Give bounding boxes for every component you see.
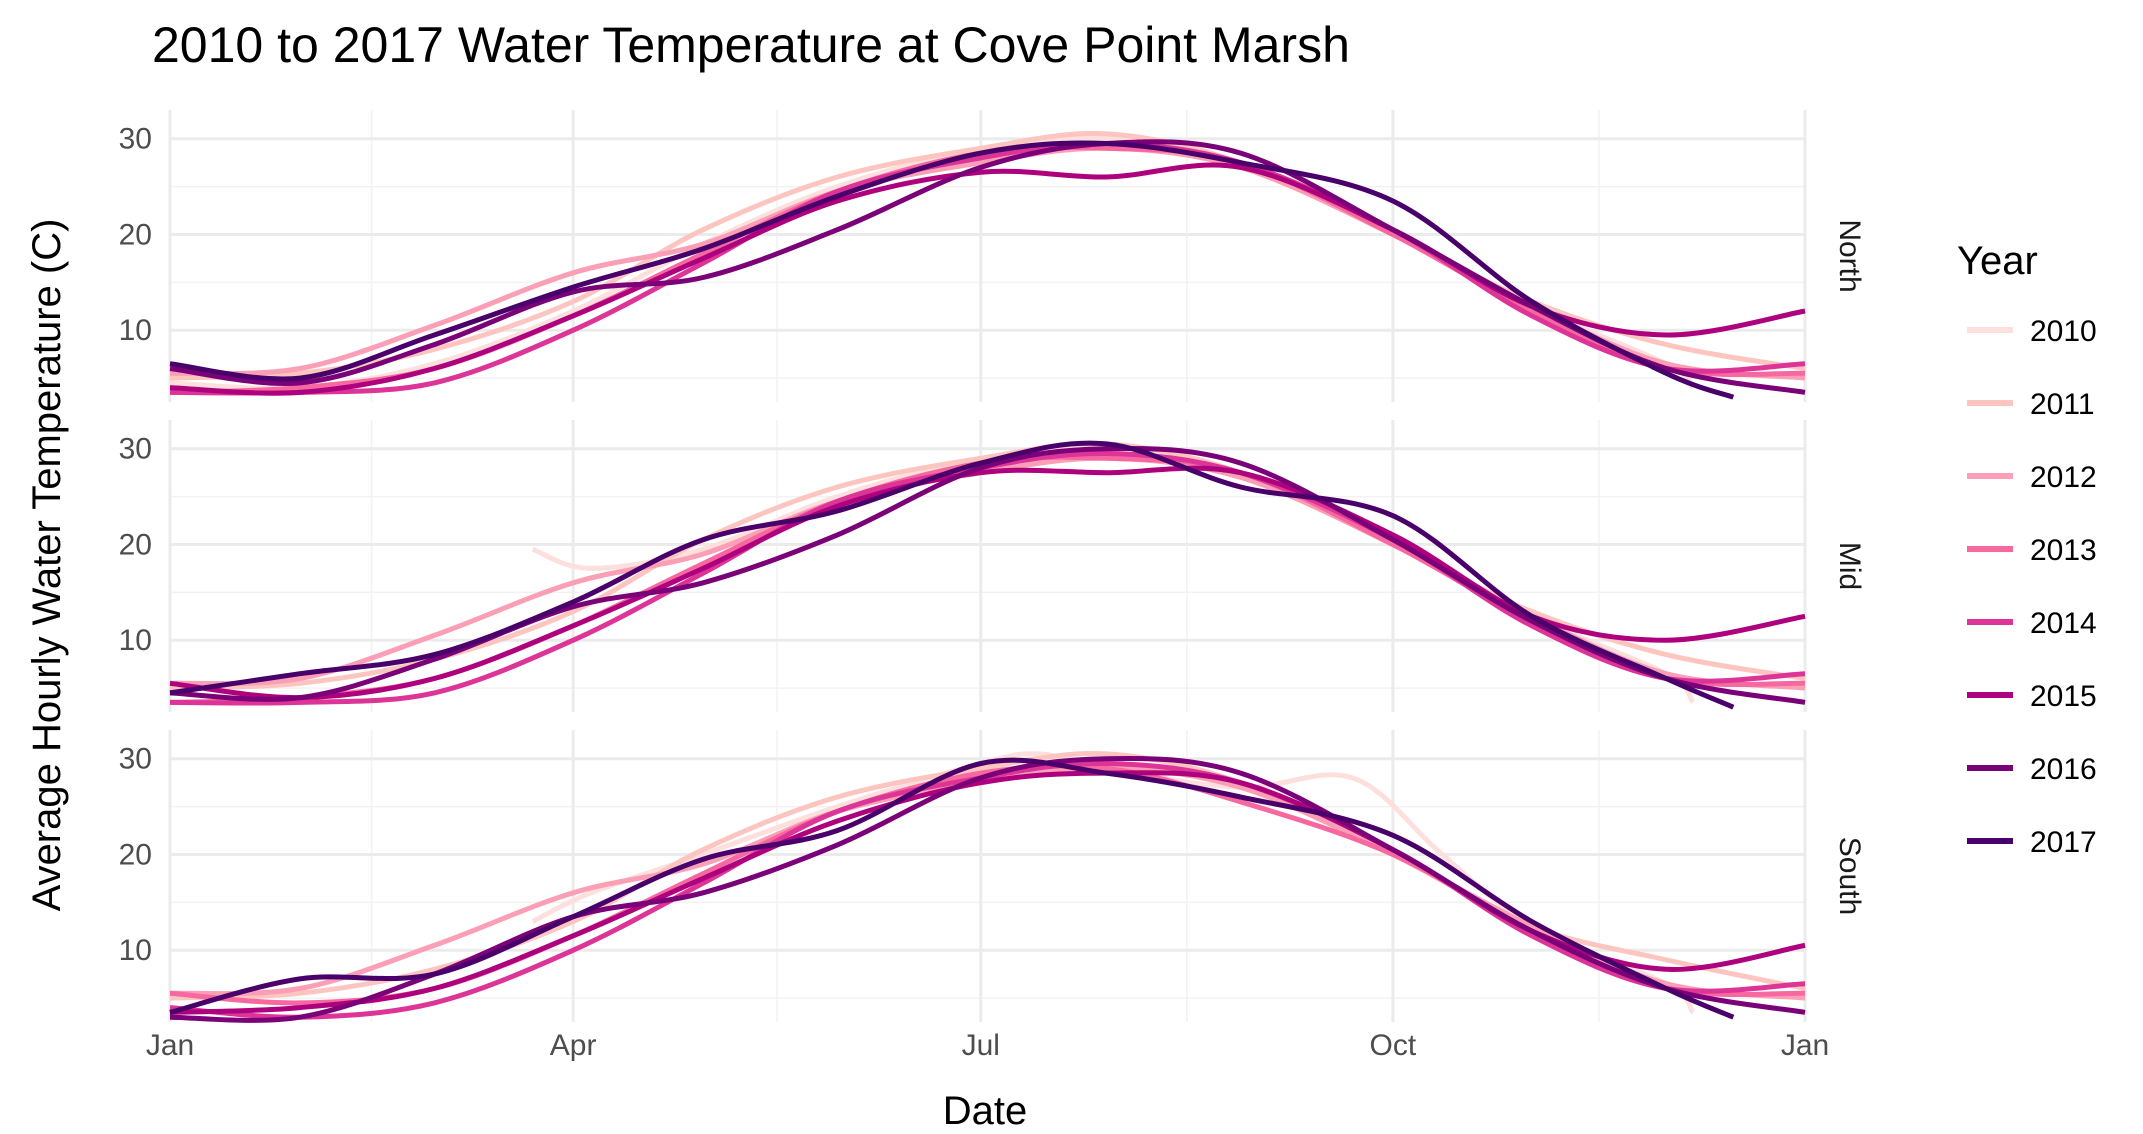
series-line-north-2015	[169, 162, 1806, 396]
series-line-north-2010	[169, 135, 1695, 391]
y-tick-label: 30	[119, 433, 152, 466]
panel-south: 10 20 30 South	[119, 730, 1866, 1023]
x-axis: Jan Apr Jul Oct Jan	[146, 1029, 1829, 1062]
legend-item-2011: 2011	[1967, 388, 2095, 421]
x-axis-title: Date	[943, 1089, 1028, 1133]
y-tick-label: 10	[119, 934, 152, 967]
x-tick-label: Oct	[1370, 1029, 1417, 1062]
series-line-mid-2011	[169, 441, 1806, 691]
x-tick-label: Jan	[146, 1029, 194, 1062]
y-tick-label: 30	[119, 743, 152, 776]
y-tick-label: 10	[119, 314, 152, 347]
series-group	[169, 440, 1806, 710]
y-axis-title: Average Hourly Water Temperature (C)	[25, 219, 69, 912]
legend-item-2015: 2015	[1967, 680, 2097, 713]
legend-label-2014: 2014	[2030, 607, 2097, 640]
facet-label-mid: Mid	[1833, 542, 1866, 590]
series-line-south-2017	[169, 757, 1735, 1020]
legend: 2010 2011 2012 2013 2014 2015 2016 2017	[1967, 315, 2097, 859]
legend-label-2011: 2011	[2030, 388, 2095, 421]
series-line-north-2016	[169, 139, 1806, 395]
legend-title: Year	[1957, 239, 2038, 283]
y-tick-label: 30	[119, 123, 152, 156]
chart-title: 2010 to 2017 Water Temperature at Cove P…	[152, 17, 1350, 73]
series-line-mid-2012	[169, 455, 1806, 691]
x-tick-label: Apr	[550, 1029, 597, 1062]
y-tick-label: 20	[119, 528, 152, 561]
series-line-mid-2016	[169, 445, 1806, 705]
series-line-south-2011	[169, 751, 1806, 1001]
series-group	[169, 751, 1806, 1023]
panel-north: 10 20 30 North	[119, 110, 1866, 402]
legend-item-2014: 2014	[1967, 607, 2097, 640]
legend-item-2016: 2016	[1967, 753, 2097, 786]
y-tick-label: 20	[119, 838, 152, 871]
legend-label-2017: 2017	[2030, 826, 2097, 859]
facet-label-south: South	[1833, 837, 1866, 915]
legend-item-2010: 2010	[1967, 315, 2097, 348]
facet-panels: 10 20 30 North 10 20 30 Mid 10 20 30 South	[119, 110, 1866, 1023]
legend-item-2017: 2017	[1967, 826, 2097, 859]
series-line-mid-2010	[531, 445, 1696, 705]
legend-label-2015: 2015	[2030, 680, 2097, 713]
series-line-north-2014	[169, 140, 1806, 396]
y-tick-label: 20	[119, 218, 152, 251]
y-tick-label: 10	[119, 624, 152, 657]
x-tick-label: Jul	[962, 1029, 1000, 1062]
facet-label-north: North	[1833, 219, 1866, 292]
x-tick-label: Jan	[1781, 1029, 1829, 1062]
series-group	[169, 131, 1806, 400]
legend-label-2012: 2012	[2030, 461, 2097, 494]
legend-label-2016: 2016	[2030, 753, 2097, 786]
series-line-south-2013	[169, 763, 1806, 1006]
series-line-south-2012	[169, 765, 1806, 1001]
legend-item-2012: 2012	[1967, 461, 2097, 494]
panel-mid: 10 20 30 Mid	[119, 420, 1866, 712]
series-line-mid-2017	[169, 440, 1735, 710]
legend-label-2010: 2010	[2030, 315, 2097, 348]
series-line-north-2017	[169, 140, 1735, 400]
legend-item-2013: 2013	[1967, 534, 2097, 567]
legend-label-2013: 2013	[2030, 534, 2097, 567]
series-line-south-2016	[169, 755, 1806, 1023]
